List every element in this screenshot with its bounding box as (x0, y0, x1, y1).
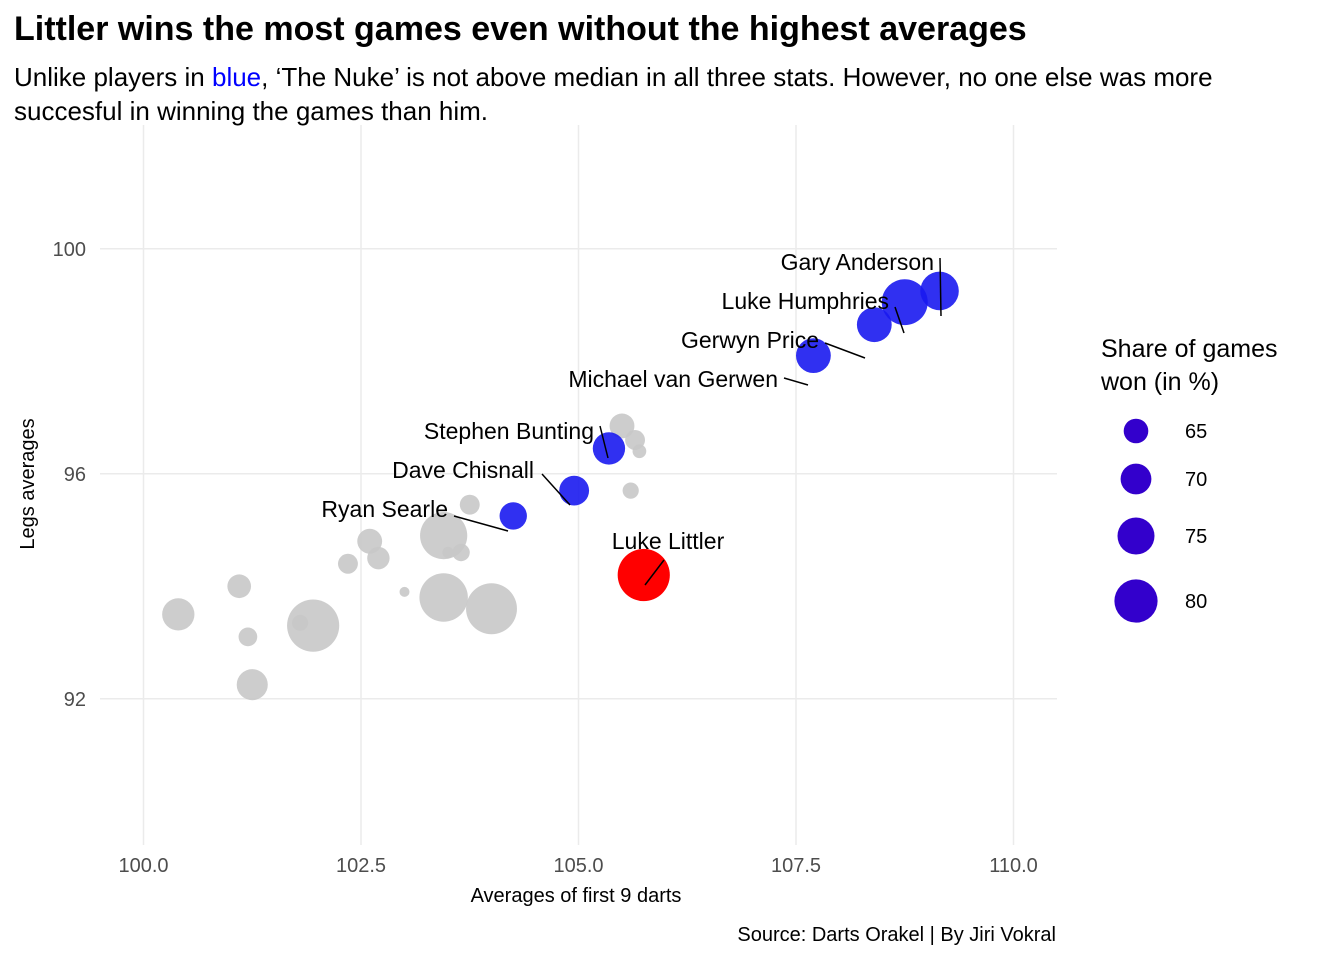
player-point-grey (632, 444, 647, 459)
player-point-blue (856, 307, 892, 343)
legend-title-line-2: won (in %) (1100, 368, 1219, 396)
highlight-leader-line (644, 559, 665, 586)
player-point-grey (452, 543, 470, 562)
subtitle-text-2: , ‘The Nuke’ is not above median in all … (14, 62, 1213, 126)
player-point-blue (499, 502, 527, 530)
player-point-highlight (617, 548, 670, 602)
x-tick-label: 107.5 (771, 855, 821, 877)
data-points (162, 271, 959, 701)
player-label: Dave Chisnall (392, 457, 534, 483)
player-point-grey (622, 482, 639, 499)
legend-title-line-1: Share of games (1101, 335, 1278, 363)
x-tick-label: 102.5 (336, 855, 386, 877)
y-tick-label: 92 (64, 689, 86, 711)
player-point-grey (238, 627, 258, 647)
x-tick-label: 110.0 (989, 855, 1038, 877)
x-tick-label: 105.0 (553, 855, 603, 877)
player-point-grey (287, 599, 340, 652)
legend-label: 75 (1185, 526, 1207, 548)
legend-label: 70 (1185, 469, 1207, 491)
player-point-grey (227, 574, 252, 599)
size-legend: Share of games won (in %) 65 70 75 80 (1100, 335, 1278, 623)
player-label: Gary Anderson (781, 249, 934, 275)
label-leader-line (939, 257, 942, 317)
player-point-grey (337, 553, 358, 574)
player-label: Gerwyn Price (681, 327, 819, 353)
chart-title: Littler wins the most games even without… (14, 10, 1027, 48)
y-tick-label: 100 (53, 239, 86, 261)
label-leader-line (894, 306, 905, 334)
label-leader-line (783, 377, 809, 386)
legend-label: 65 (1185, 421, 1207, 443)
player-point-grey (609, 413, 635, 439)
source-caption: Source: Darts Orakel | By Jiri Vokral (737, 924, 1056, 946)
player-point-grey (399, 586, 410, 597)
y-tick-label: 96 (64, 464, 86, 486)
x-axis-title: Averages of first 9 darts (471, 885, 682, 907)
player-point-grey (459, 494, 480, 515)
subtitle-text-1: Unlike players in (14, 62, 212, 92)
x-tick-label: 100.0 (118, 855, 168, 877)
y-axis-title: Legs averages (17, 418, 39, 549)
player-point-grey (236, 669, 268, 701)
player-point-blue (559, 475, 590, 506)
player-point-blue (592, 432, 626, 465)
player-point-blue (881, 279, 928, 326)
label-leader-line (541, 473, 571, 506)
player-point-grey (367, 546, 390, 570)
axes: 100.0 102.5 105.0 107.5 110.0 92 96 100 (53, 239, 1038, 877)
player-label: Ryan Searle (321, 496, 448, 522)
player-point-grey (442, 546, 454, 559)
legend-label: 80 (1185, 591, 1207, 613)
player-label: Luke Humphries (722, 288, 889, 314)
player-point-grey (419, 573, 468, 622)
legend-circle (1120, 463, 1152, 495)
legend-circle (1123, 418, 1149, 444)
label-leader-line (599, 425, 609, 459)
subtitle-blue-word: blue (211, 62, 262, 92)
player-point-grey (162, 598, 195, 631)
legend-circle (1114, 579, 1158, 623)
legend-circle (1117, 517, 1155, 555)
player-label: Stephen Bunting (424, 418, 594, 444)
player-labels: Gary Anderson Luke Humphries Gerwyn Price M… (321, 249, 942, 586)
player-point-blue (920, 271, 959, 311)
label-leader-line (824, 342, 866, 359)
player-label: Michael van Gerwen (568, 366, 778, 392)
chart-subtitle: Unlike players in blue, ‘The Nuke’ is no… (14, 60, 1324, 128)
highlight-label: Luke Littler (612, 528, 725, 554)
player-point-blue (796, 338, 831, 374)
label-leader-line (453, 515, 509, 532)
player-point-grey (466, 583, 517, 635)
